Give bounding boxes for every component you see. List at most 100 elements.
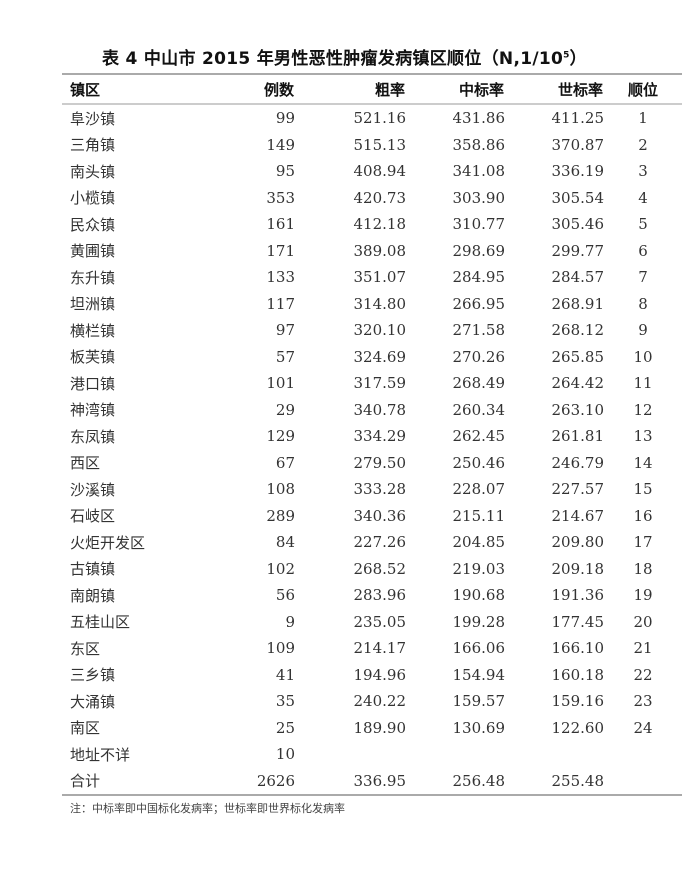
table-row: 板芙镇 57 324.69 270.26 265.85 10 xyxy=(62,344,682,371)
table-cell: 13 xyxy=(633,427,653,446)
header-row: 镇区 例数 粗率 中标率 世标率 顺位 xyxy=(62,73,682,105)
table-cell: 227.57 xyxy=(551,480,605,499)
table-cell: 41 xyxy=(275,665,295,684)
table-cell: 227.26 xyxy=(353,533,407,552)
table-cell: 17 xyxy=(633,533,653,552)
table-cell: 171 xyxy=(266,241,295,260)
table-cell: 神湾镇 xyxy=(70,401,116,420)
col-header: 顺位 xyxy=(604,73,682,105)
table-row: 东凤镇 129 334.29 262.45 261.81 13 xyxy=(62,423,682,450)
table-cell: 159.16 xyxy=(551,692,605,711)
table-cell xyxy=(604,767,682,796)
table-cell: 358.86 xyxy=(452,135,506,154)
table-cell: 219.03 xyxy=(452,559,506,578)
table-cell: 340.78 xyxy=(353,400,407,419)
table-cell: 279.50 xyxy=(353,453,407,472)
table-cell: 小榄镇 xyxy=(70,189,116,208)
table-cell: 149 xyxy=(266,135,295,154)
table-cell: 324.69 xyxy=(353,347,407,366)
table-cell: 235.05 xyxy=(353,612,407,631)
table-cell: 84 xyxy=(275,533,295,552)
table-cell: 57 xyxy=(275,347,295,366)
table-cell: 340.36 xyxy=(353,506,407,525)
table-cell: 东区 xyxy=(70,639,101,658)
table-cell: 133 xyxy=(266,268,295,287)
table-cell: 97 xyxy=(275,321,295,340)
table-cell: 209.80 xyxy=(551,533,605,552)
table-cell: 370.87 xyxy=(551,135,605,154)
table-cell: 268.91 xyxy=(551,294,605,313)
table-cell: 320.10 xyxy=(353,321,407,340)
table-cell: 161 xyxy=(266,215,295,234)
table-cell: 255.48 xyxy=(505,767,604,796)
table-cell: 250.46 xyxy=(452,453,506,472)
table-cell: 263.10 xyxy=(551,400,605,419)
table-cell: 351.07 xyxy=(353,268,407,287)
table-row: 神湾镇 29 340.78 260.34 263.10 12 xyxy=(62,397,682,424)
table-cell: 314.80 xyxy=(353,294,407,313)
table-cell: 16 xyxy=(633,506,653,525)
table-cell: 305.54 xyxy=(551,188,605,207)
table-cell: 228.07 xyxy=(452,480,506,499)
table-cell: 431.86 xyxy=(452,109,506,128)
table-cell xyxy=(505,741,604,768)
table-cell: 南头镇 xyxy=(70,162,116,181)
table-row: 地址不详 10 xyxy=(62,741,682,768)
table-cell: 24 xyxy=(633,718,653,737)
table-note: 注：中标率即中国标化发病率；世标率即世界标化发病率 xyxy=(70,802,345,815)
table-cell: 25 xyxy=(275,718,295,737)
table-cell: 305.46 xyxy=(551,215,605,234)
col-header: 世标率 xyxy=(505,73,604,105)
table-cell: 20 xyxy=(633,612,653,631)
table-cell: 9 xyxy=(285,612,295,631)
table-cell: 5 xyxy=(638,215,648,234)
table-cell: 117 xyxy=(266,294,295,313)
table-cell: 341.08 xyxy=(452,162,506,181)
table-cell: 310.77 xyxy=(452,215,506,234)
table-cell: 19 xyxy=(633,586,653,605)
table-cell xyxy=(604,741,682,768)
table-cell: 石岐区 xyxy=(70,507,116,526)
table-cell: 199.28 xyxy=(452,612,506,631)
table-cell: 256.48 xyxy=(406,767,505,796)
table-row: 港口镇 101 317.59 268.49 264.42 11 xyxy=(62,370,682,397)
col-header: 镇区 xyxy=(62,73,201,105)
table-cell: 334.29 xyxy=(353,427,407,446)
table-cell: 101 xyxy=(266,374,295,393)
table-cell: 284.57 xyxy=(551,268,605,287)
table-cell: 2626 xyxy=(201,767,295,796)
table-cell: 336.19 xyxy=(551,162,605,181)
table-cell: 191.36 xyxy=(551,586,605,605)
table-cell: 270.26 xyxy=(452,347,506,366)
table-cell: 389.08 xyxy=(353,241,407,260)
table-cell: 99 xyxy=(275,109,295,128)
table-cell: 268.52 xyxy=(353,559,407,578)
table-cell: 129 xyxy=(266,427,295,446)
table-title: 表 4 中山市 2015 年男性恶性肿瘤发病镇区顺位（N,1/105） xyxy=(102,49,587,69)
table-cell: 3 xyxy=(638,162,648,181)
table-row: 小榄镇 353 420.73 303.90 305.54 4 xyxy=(62,185,682,212)
table-row: 三角镇 149 515.13 358.86 370.87 2 xyxy=(62,132,682,159)
table-row: 火炬开发区 84 227.26 204.85 209.80 17 xyxy=(62,529,682,556)
table-cell: 14 xyxy=(633,453,653,472)
table-cell: 284.95 xyxy=(452,268,506,287)
table-cell: 4 xyxy=(638,188,648,207)
table-cell: 古镇镇 xyxy=(70,560,116,579)
table-cell: 122.60 xyxy=(551,718,605,737)
table-cell: 108 xyxy=(266,480,295,499)
table-cell: 南朗镇 xyxy=(70,586,116,605)
table-cell: 209.18 xyxy=(551,559,605,578)
col-header: 粗率 xyxy=(295,73,406,105)
table-cell: 12 xyxy=(633,400,653,419)
table-cell: 95 xyxy=(275,162,295,181)
table-cell: 56 xyxy=(275,586,295,605)
table-row: 坦洲镇 117 314.80 266.95 268.91 8 xyxy=(62,291,682,318)
table-cell: 11 xyxy=(633,374,653,393)
table-cell: 353 xyxy=(266,188,295,207)
table-cell: 411.25 xyxy=(551,109,605,128)
table-cell: 264.42 xyxy=(551,374,605,393)
table-cell: 22 xyxy=(633,665,653,684)
table-cell: 15 xyxy=(633,480,653,499)
table-row: 东区 109 214.17 166.06 166.10 21 xyxy=(62,635,682,662)
table-cell: 9 xyxy=(638,321,648,340)
